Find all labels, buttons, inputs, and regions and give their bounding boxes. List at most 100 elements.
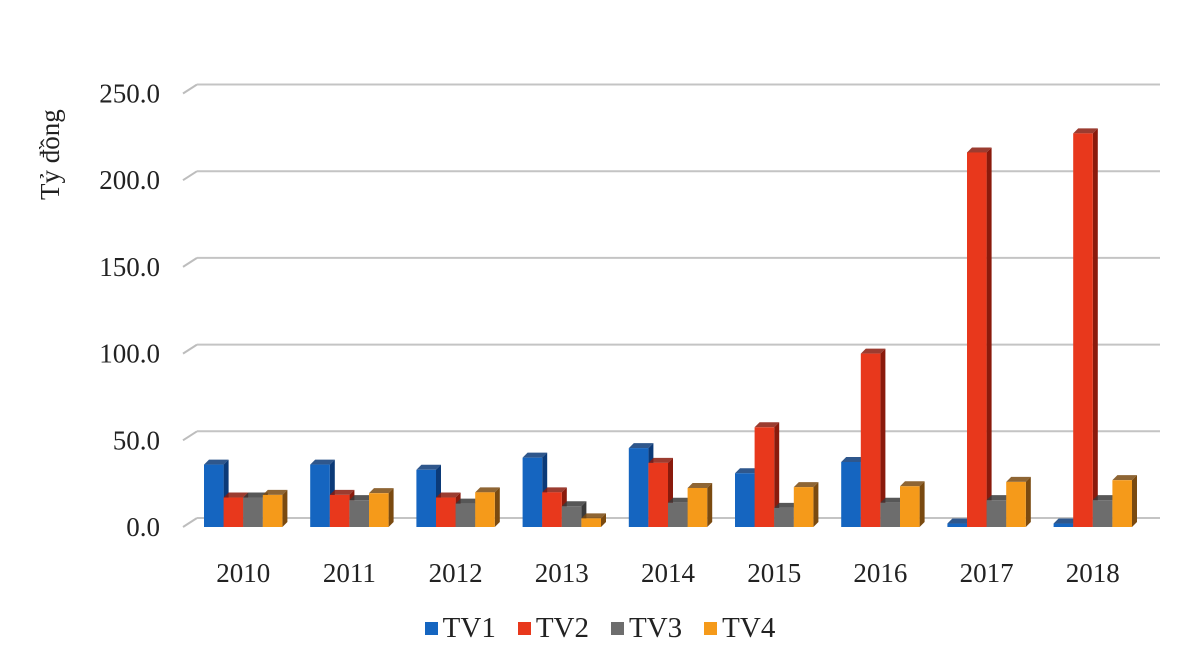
bar-tv3-2017 [986, 500, 1007, 527]
bar-top [735, 468, 760, 474]
bar-top [880, 497, 905, 503]
gridline-depth [182, 517, 198, 528]
y-tick-label: 250.0 [99, 79, 160, 109]
x-tick-label: 2015 [747, 558, 801, 588]
bar-tv3-2016 [880, 502, 900, 527]
bar-top [416, 464, 441, 470]
legend-item-tv4: TV4 [704, 612, 775, 645]
gridline-depth [182, 257, 198, 268]
y-tick-label: 50.0 [113, 425, 160, 455]
legend-label: TV2 [535, 612, 589, 644]
bar-top [349, 495, 374, 501]
x-tick-label: 2011 [323, 558, 376, 588]
bar-tv1-2015 [735, 473, 755, 527]
bar-side [601, 513, 606, 527]
bar-tv4-2014 [687, 487, 708, 527]
bar-top [687, 482, 713, 488]
bar-tv3-2014 [668, 502, 688, 527]
gridline-depth [182, 83, 198, 95]
x-tick-label: 2010 [216, 558, 270, 588]
gridline-depth [182, 343, 198, 355]
x-tick-label: 2012 [429, 558, 483, 588]
bar-tv2-2012 [436, 497, 456, 527]
bar-tv4-2011 [369, 493, 389, 527]
legend-swatch-icon [517, 622, 531, 635]
legend-label: TV4 [722, 612, 776, 644]
bar-tv4-2012 [475, 492, 495, 527]
y-tick-label: 0.0 [126, 512, 160, 542]
bar-top [310, 459, 335, 465]
legend-label: TV1 [442, 612, 496, 644]
bar-top [262, 489, 288, 495]
bar-top [1073, 128, 1098, 134]
bar-top [436, 492, 461, 498]
bar-tv3-2011 [349, 500, 369, 527]
x-tick-label: 2017 [960, 558, 1014, 588]
legend-label: TV3 [629, 612, 683, 644]
bar-top [329, 489, 355, 495]
bar-tv4-2017 [1006, 481, 1026, 527]
bar-side [774, 422, 780, 527]
bar-top [243, 492, 268, 498]
bar-tv1-2014 [628, 448, 649, 527]
bar-top [668, 497, 693, 503]
bar-side [813, 482, 819, 527]
bar-tv3-2012 [455, 503, 476, 527]
x-tick-label: 2014 [641, 558, 696, 588]
bar-tv2-2014 [648, 462, 668, 527]
legend-item-tv3: TV3 [611, 612, 682, 645]
gridline-depth [182, 170, 198, 182]
bar-tv1-2012 [416, 469, 436, 527]
bar-tv2-2010 [223, 497, 244, 527]
bar-top [542, 487, 567, 493]
bar-top [522, 452, 548, 458]
x-tick-label: 2013 [535, 558, 589, 588]
bar-tv1-2010 [204, 464, 224, 527]
bar-tv1-2018 [1053, 523, 1074, 527]
legend-swatch-icon [704, 622, 718, 635]
y-tick-label: 100.0 [99, 339, 160, 369]
bar-side [986, 147, 992, 527]
bar-top [1053, 518, 1079, 524]
x-tick-label: 2016 [853, 558, 907, 588]
bar-tv2-2011 [329, 494, 350, 527]
bar-top [628, 443, 654, 449]
bar-tv2-2017 [967, 152, 987, 527]
bar-top [369, 488, 394, 494]
bar-tv4-2013 [581, 518, 601, 527]
bar-tv1-2013 [522, 457, 543, 527]
bar-top [223, 492, 249, 498]
bar-top [793, 482, 819, 488]
bar-top [860, 348, 886, 354]
bar-tv3-2015 [774, 507, 794, 527]
bar-top [900, 481, 925, 487]
bar-side [494, 487, 500, 527]
bar-tv4-2018 [1112, 480, 1132, 527]
bar-tv2-2015 [754, 427, 775, 527]
bar-top [754, 422, 780, 428]
bar-tv1-2017 [947, 523, 967, 527]
bar-tv1-2016 [841, 461, 861, 527]
bar-side [707, 482, 713, 527]
bar-side [919, 481, 925, 527]
bar-top [947, 518, 972, 524]
y-axis-title: Tỷ đồng [35, 109, 65, 200]
bar-side [1092, 128, 1098, 527]
bar-top [1006, 476, 1031, 482]
bar-tv2-2018 [1073, 133, 1093, 527]
y-tick-label: 200.0 [99, 165, 160, 195]
bar-tv4-2015 [793, 487, 814, 527]
bar-tv4-2016 [900, 486, 920, 527]
legend-item-tv2: TV2 [517, 612, 589, 645]
bar-side [1025, 476, 1031, 527]
bar-side [282, 489, 288, 527]
legend-item-tv1: TV1 [424, 612, 496, 645]
bar-top [581, 513, 606, 519]
bar-top [648, 457, 673, 463]
y-tick-label: 150.0 [99, 252, 160, 282]
bar-tv1-2011 [310, 464, 330, 527]
x-tick-label: 2018 [1066, 558, 1120, 588]
bar-top [841, 456, 866, 462]
bar-top [1112, 475, 1137, 481]
